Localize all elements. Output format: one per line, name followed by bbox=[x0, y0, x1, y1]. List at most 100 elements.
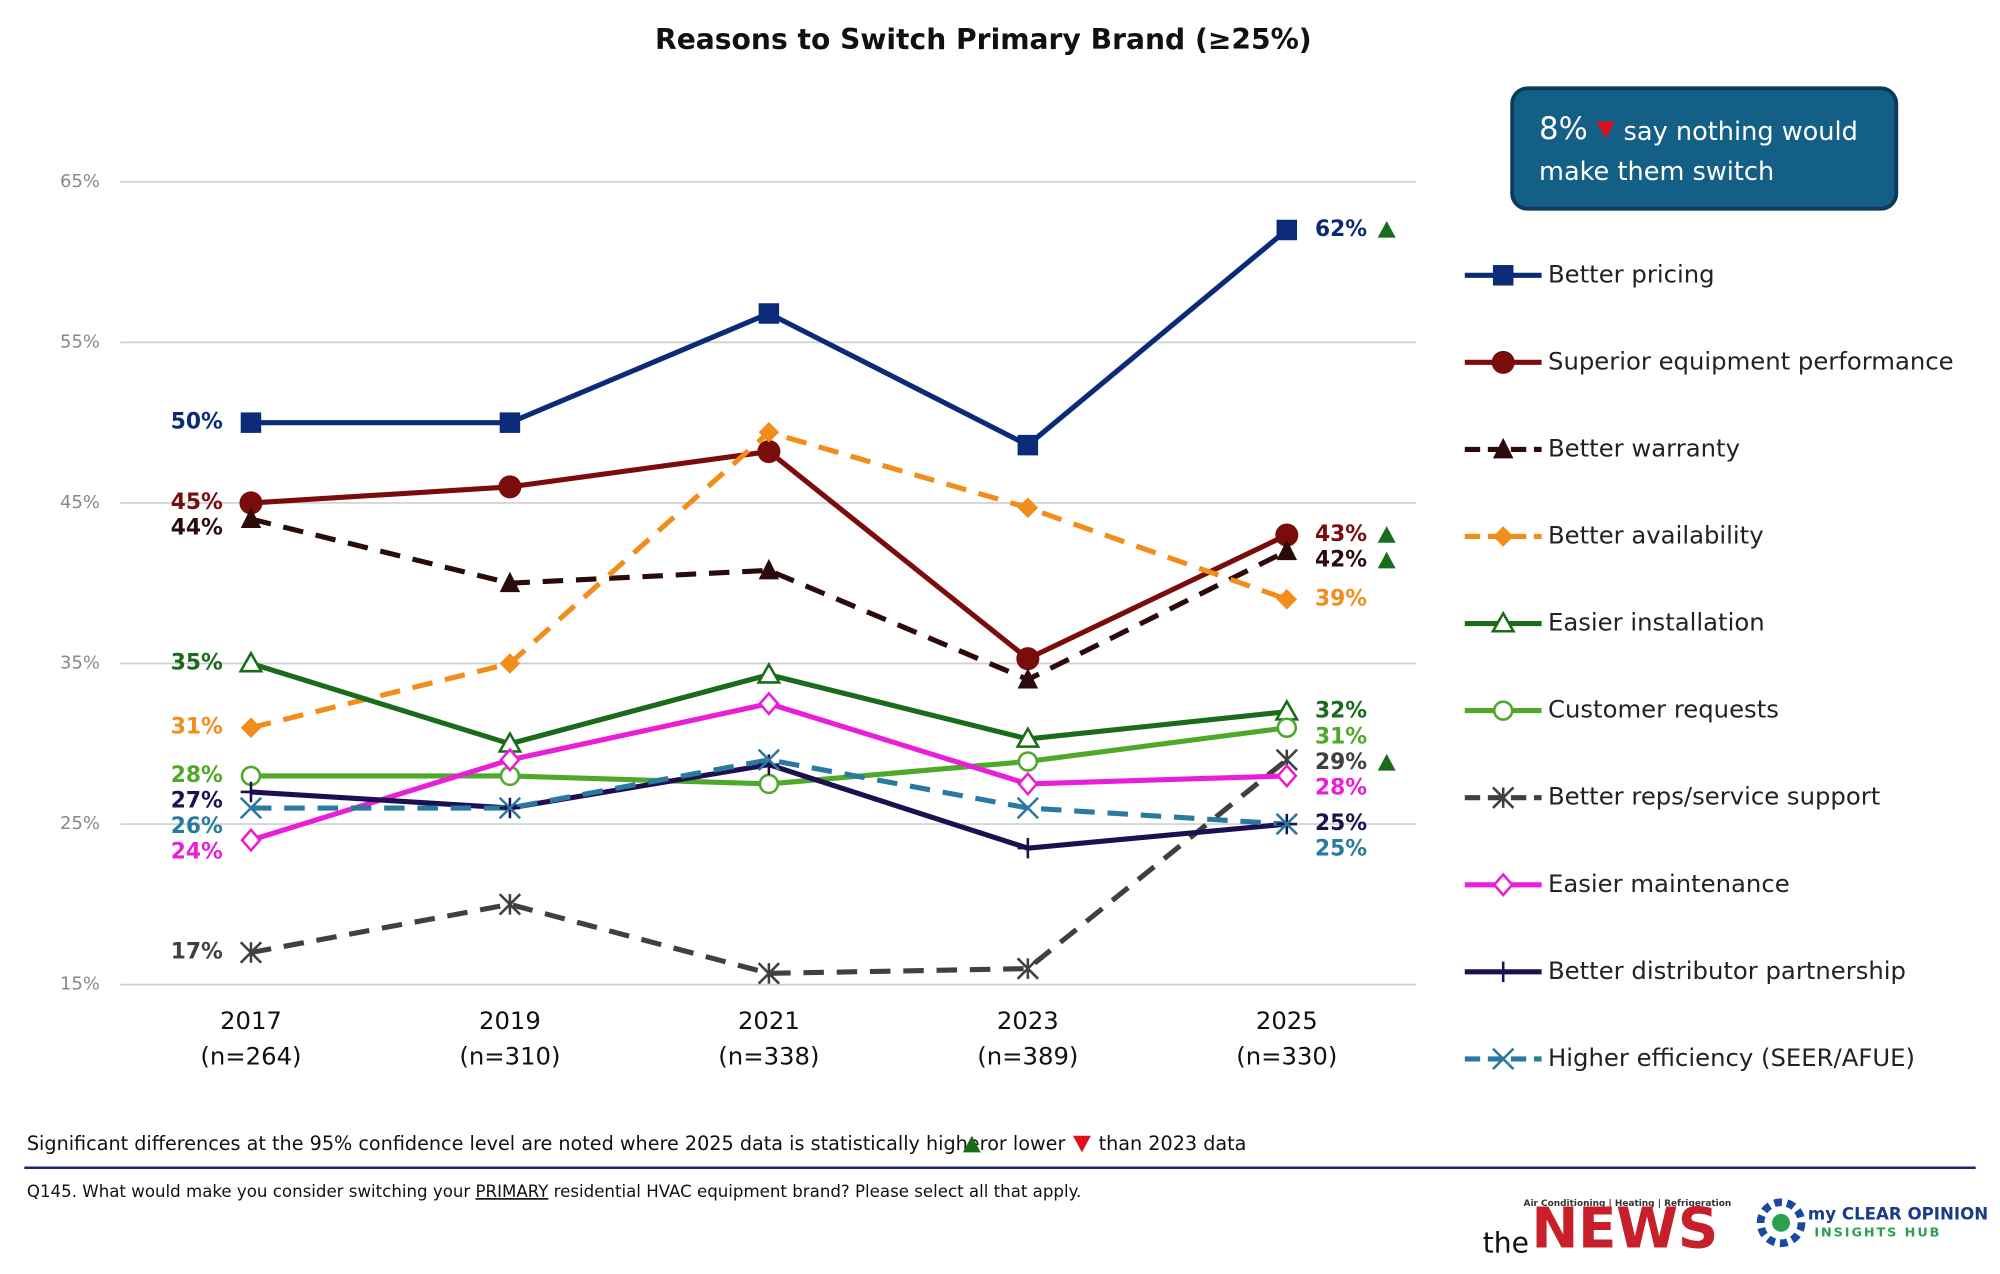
logo-the: the bbox=[1483, 1227, 1529, 1260]
legend-label: Customer requests bbox=[1548, 695, 1779, 724]
marker bbox=[758, 303, 780, 324]
data-label: 26% bbox=[171, 814, 223, 839]
x-tick-note: (n=338) bbox=[718, 1042, 819, 1071]
marker bbox=[756, 661, 782, 684]
marker bbox=[240, 412, 262, 433]
marker bbox=[239, 491, 263, 515]
series-line bbox=[250, 757, 1289, 976]
data-label: 31% bbox=[1315, 724, 1367, 749]
up-arrow-icon bbox=[962, 1135, 981, 1153]
marker bbox=[239, 796, 263, 820]
marker bbox=[758, 754, 780, 775]
marker bbox=[1016, 647, 1040, 671]
legend-label: Better pricing bbox=[1548, 259, 1715, 288]
series-line bbox=[250, 757, 1287, 827]
marker bbox=[240, 717, 262, 738]
marker bbox=[1016, 796, 1039, 820]
marker bbox=[240, 507, 262, 528]
marker bbox=[1017, 497, 1039, 519]
legend-label: Better reps/service support bbox=[1548, 782, 1880, 811]
footnote: than 2023 data bbox=[1099, 1132, 1247, 1155]
data-label: 29% bbox=[1315, 750, 1367, 775]
data-label: 35% bbox=[171, 651, 223, 676]
question-part: Q145. What would make you consider switc… bbox=[27, 1182, 471, 1201]
callout-value: 8% bbox=[1539, 111, 1588, 147]
data-label: 43% bbox=[1315, 522, 1367, 547]
marker bbox=[1492, 526, 1514, 547]
question-text: Q145. What would make you consider switc… bbox=[27, 1182, 1081, 1201]
callout-down-arrow bbox=[1596, 121, 1615, 139]
legend-label: Better distributor partnership bbox=[1548, 956, 1906, 985]
marker bbox=[498, 796, 522, 820]
series-line bbox=[250, 449, 1288, 662]
data-label: 17% bbox=[171, 940, 223, 965]
marker bbox=[757, 962, 781, 985]
marker bbox=[1275, 523, 1299, 547]
marker bbox=[1017, 751, 1039, 772]
x-tick-note: (n=389) bbox=[977, 1042, 1078, 1071]
marker bbox=[758, 691, 780, 716]
significance-arrow bbox=[1377, 221, 1396, 238]
marker bbox=[1275, 812, 1298, 836]
series-line bbox=[250, 516, 1288, 683]
marker bbox=[1016, 957, 1039, 980]
y-tick-label: 65% bbox=[60, 171, 100, 192]
logo-hub: INSIGHTS HUB bbox=[1814, 1226, 1941, 1241]
marker bbox=[499, 653, 521, 674]
x-tick-label: 2017 bbox=[220, 1006, 282, 1035]
marker bbox=[1017, 434, 1039, 456]
chart-title: Reasons to Switch Primary Brand (≥25%) bbox=[655, 23, 1312, 56]
marker bbox=[1017, 668, 1039, 689]
down-arrow-icon bbox=[1072, 1135, 1091, 1153]
legend-label: Better warranty bbox=[1548, 433, 1740, 462]
legend-label: Easier installation bbox=[1548, 608, 1765, 637]
data-label: 39% bbox=[1315, 586, 1367, 611]
marker bbox=[758, 773, 780, 795]
legend-label: Superior equipment performance bbox=[1548, 346, 1954, 375]
marker bbox=[498, 475, 522, 499]
significance-arrow bbox=[1377, 526, 1396, 543]
x-tick-note: (n=264) bbox=[200, 1042, 301, 1071]
marker bbox=[1017, 837, 1039, 859]
callout-text: say nothing would bbox=[1624, 117, 1858, 147]
marker bbox=[498, 893, 522, 916]
logo-hub: my CLEAR OPINION bbox=[1808, 1205, 1988, 1224]
x-tick-note: (n=310) bbox=[459, 1042, 560, 1071]
marker bbox=[1276, 589, 1298, 610]
logo-news: NEWS bbox=[1531, 1196, 1718, 1261]
marker bbox=[1492, 872, 1514, 897]
marker bbox=[1015, 726, 1041, 748]
data-label: 44% bbox=[171, 516, 223, 541]
marker bbox=[240, 781, 262, 803]
legend-label: Easier maintenance bbox=[1548, 869, 1790, 898]
logo-icon bbox=[1756, 1198, 1806, 1248]
marker bbox=[499, 571, 521, 593]
marker bbox=[1492, 961, 1514, 983]
marker bbox=[1492, 786, 1515, 809]
y-tick-label: 45% bbox=[60, 492, 100, 513]
question-part: residential HVAC equipment brand? Please… bbox=[554, 1182, 1082, 1201]
data-label: 42% bbox=[1315, 548, 1367, 573]
series-line bbox=[250, 228, 1289, 448]
data-label: 28% bbox=[1315, 775, 1367, 800]
data-label: 28% bbox=[171, 763, 223, 788]
marker bbox=[1492, 265, 1514, 286]
marker bbox=[757, 440, 781, 464]
legend-label: Higher efficiency (SEER/AFUE) bbox=[1548, 1043, 1915, 1072]
callout-text: make them switch bbox=[1539, 157, 1774, 187]
x-tick-label: 2023 bbox=[997, 1006, 1059, 1035]
y-tick-label: 35% bbox=[60, 653, 100, 674]
data-label: 25% bbox=[1315, 837, 1367, 862]
data-label: 50% bbox=[171, 410, 223, 435]
data-label: 25% bbox=[1315, 811, 1367, 836]
footnote: Significant differences at the 95% confi… bbox=[27, 1132, 988, 1155]
legend-label: Better availability bbox=[1548, 520, 1764, 549]
marker bbox=[1276, 717, 1298, 738]
y-tick-label: 25% bbox=[60, 813, 100, 834]
marker bbox=[1017, 771, 1039, 797]
marker bbox=[499, 412, 521, 433]
x-tick-label: 2019 bbox=[479, 1006, 541, 1035]
marker bbox=[240, 827, 262, 853]
marker bbox=[238, 650, 264, 673]
